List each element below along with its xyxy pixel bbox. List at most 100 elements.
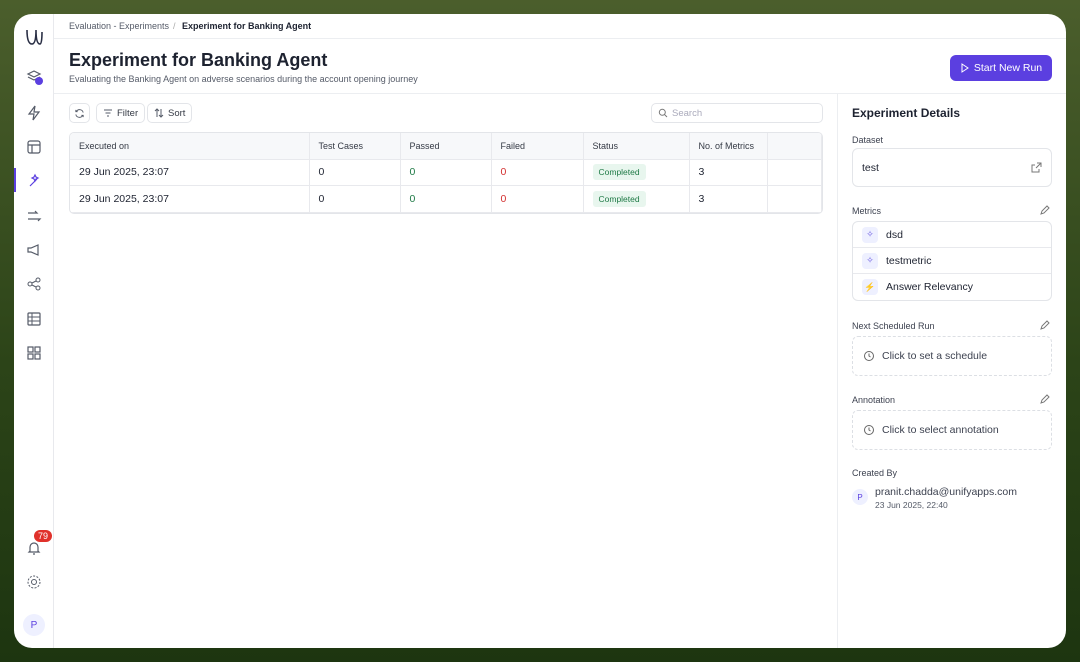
open-icon	[1031, 162, 1042, 173]
status-cell: Completed	[583, 185, 690, 213]
sort-icon	[154, 108, 164, 118]
metrics-list: ✧ dsd ✧ testmetric ⚡ Answer Relevancy	[852, 221, 1052, 301]
annotation-button[interactable]: Click to select annotation	[852, 410, 1052, 450]
filter-label: Filter	[117, 107, 139, 119]
status-cell: Completed	[583, 159, 690, 186]
column-header-empty	[767, 133, 822, 160]
column-header: Executed on	[70, 133, 310, 160]
metric-name: Answer Relevancy	[886, 281, 973, 293]
annotation-action: Click to select annotation	[882, 424, 999, 436]
table-cell: 0	[400, 185, 492, 213]
nav-experiments[interactable]	[25, 172, 43, 190]
table-cell: 0	[491, 159, 584, 186]
nav-share[interactable]	[25, 275, 43, 293]
table-cell: 29 Jun 2025, 23:07	[70, 185, 310, 213]
schedule-button[interactable]: Click to set a schedule	[852, 336, 1052, 376]
nav-grid[interactable]	[25, 344, 43, 362]
filter-button[interactable]: Filter	[96, 103, 146, 123]
header-row: Executed on Test Cases Passed Failed Status N…	[70, 133, 822, 160]
nav-settings[interactable]	[25, 573, 43, 591]
metric-icon: ✧	[862, 226, 878, 243]
metric-name: dsd	[886, 228, 903, 241]
start-run-button[interactable]: Start New Run	[950, 55, 1052, 81]
divider	[54, 38, 1066, 39]
panel-divider	[837, 93, 838, 648]
nav-table[interactable]	[25, 310, 43, 328]
annotation-label: Annotation	[852, 395, 896, 405]
creator-avatar: P	[852, 489, 868, 505]
created-by-label: Created By	[852, 468, 898, 478]
nav-megaphone[interactable]	[25, 241, 43, 259]
table-cell: 0	[491, 185, 584, 213]
edit-icon[interactable]	[1039, 205, 1050, 216]
metric-item[interactable]: ⚡ Answer Relevancy	[853, 274, 1051, 300]
column-header: Test Cases	[309, 133, 401, 160]
created-at: 23 Jun 2025, 22:40	[875, 500, 948, 510]
table-row[interactable]: 29 Jun 2025, 23:07 0 0 0 Completed 3	[70, 185, 822, 213]
sort-label: Sort	[168, 107, 186, 119]
notification-badge: 79	[34, 530, 53, 542]
sidebar: 79 P	[14, 14, 54, 648]
metric-item[interactable]: ✧ testmetric	[853, 248, 1051, 274]
metrics-label: Metrics	[852, 206, 881, 216]
clock-icon	[864, 351, 874, 361]
metric-item[interactable]: ✧ dsd	[853, 222, 1051, 248]
runs-table: Executed on Test Cases Passed Failed Status N…	[69, 132, 823, 214]
table-cell: 29 Jun 2025, 23:07	[70, 159, 310, 186]
details-title: Experiment Details	[852, 106, 961, 120]
dataset-label: Dataset	[852, 135, 884, 145]
table-cell: 0	[309, 159, 401, 186]
breadcrumb-current: Experiment for Banking Agent	[182, 21, 312, 31]
table-cell: 3	[689, 159, 768, 186]
empty-cell	[767, 159, 822, 186]
nav-layers[interactable]	[25, 68, 43, 86]
status-badge: Completed	[592, 164, 646, 181]
nav-bolt[interactable]	[25, 104, 43, 122]
filter-icon	[104, 109, 112, 117]
breadcrumb-link[interactable]: Evaluation - Experiments	[69, 21, 170, 31]
logo	[26, 29, 43, 45]
nav-notifications[interactable]	[25, 539, 43, 557]
table: Executed on Test Cases Passed Failed Status N…	[70, 133, 822, 213]
button-label: Start New Run	[973, 62, 1043, 74]
edit-icon[interactable]	[1039, 320, 1050, 331]
nav-flow[interactable]	[25, 207, 43, 225]
page-title: Experiment for Banking Agent	[69, 50, 328, 70]
table-row[interactable]: 29 Jun 2025, 23:07 0 0 0 Completed 3	[70, 159, 822, 186]
empty-cell	[767, 185, 822, 213]
refresh-button[interactable]	[69, 103, 90, 123]
dataset-card[interactable]: test	[852, 148, 1052, 187]
divider	[54, 93, 1066, 94]
active-indicator	[14, 168, 16, 192]
breadcrumb-separator: /	[173, 21, 176, 31]
refresh-icon	[75, 108, 84, 118]
table-body: 29 Jun 2025, 23:07 0 0 0 Completed 3 29 Jun 20…	[70, 159, 822, 213]
table-cell: 0	[400, 159, 492, 186]
dataset-name: test	[862, 161, 879, 174]
user-avatar[interactable]: P	[23, 614, 45, 636]
search-input[interactable]: Search	[651, 103, 823, 123]
edit-icon[interactable]	[1039, 394, 1050, 405]
table-cell: 3	[689, 185, 768, 213]
app-window: 79 P Evaluation - Experiments / Experime…	[14, 14, 1066, 648]
creator-email: pranit.chadda@unifyapps.com	[875, 486, 1017, 498]
metric-icon: ⚡	[862, 279, 878, 295]
status-badge: Completed	[592, 190, 646, 207]
schedule-label: Next Scheduled Run	[852, 321, 935, 331]
clock-icon	[864, 425, 874, 435]
column-header: Passed	[400, 133, 492, 160]
play-icon	[961, 63, 969, 73]
search-icon	[658, 108, 668, 118]
table-cell: 0	[309, 185, 401, 213]
column-header: Status	[583, 133, 690, 160]
metric-name: testmetric	[886, 254, 932, 267]
column-header: Failed	[491, 133, 584, 160]
metric-icon: ✧	[862, 252, 878, 269]
page-subtitle: Evaluating the Banking Agent on adverse …	[69, 74, 418, 84]
column-header: No. of Metrics	[689, 133, 768, 160]
search-placeholder: Search	[672, 107, 703, 119]
nav-layout[interactable]	[25, 138, 43, 156]
schedule-action: Click to set a schedule	[882, 350, 988, 362]
sort-button[interactable]: Sort	[147, 103, 193, 123]
